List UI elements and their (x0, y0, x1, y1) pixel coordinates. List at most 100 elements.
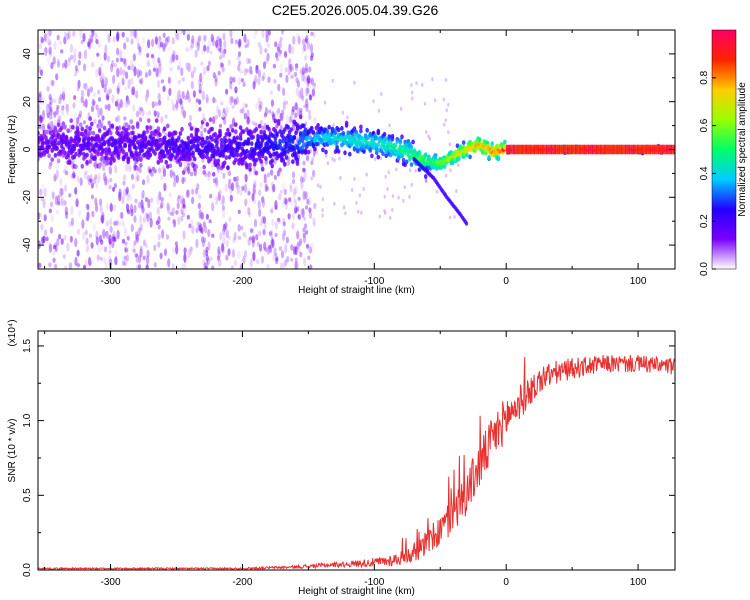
snr-x-tick-label: 100 (630, 577, 647, 588)
spectrogram-noise-blob (303, 257, 307, 267)
spectrogram-noise-blob (305, 103, 309, 112)
spectrogram-noise-blob (108, 238, 112, 246)
spectrogram-noise-blob (82, 264, 87, 269)
spectrogram-noise-blob (50, 61, 54, 70)
spectrogram-noise-blob (386, 187, 389, 191)
spectrogram-ridge-blob (109, 160, 113, 166)
spectrogram-ridge-core (524, 144, 526, 155)
spectrogram-noise-blob (289, 185, 293, 192)
spectrogram-noise-blob (256, 241, 260, 247)
spectrogram-noise-blob (306, 155, 310, 162)
spectrogram-noise-blob (182, 212, 186, 217)
spectrogram-ridge-blob (93, 156, 97, 162)
spectrogram-noise-blob (299, 251, 303, 258)
spectrogram-ridge-blob (77, 136, 81, 142)
spectrogram-noise-blob (83, 49, 88, 60)
snr-y-tick-label: 1.5 (22, 339, 33, 353)
spectrogram-noise-blob (167, 76, 171, 84)
spectrogram-heatmap (38, 30, 675, 269)
spectrogram-noise-blob (360, 210, 363, 215)
spectrogram-noise-blob (46, 86, 50, 92)
spectrogram-noise-blob (48, 241, 52, 251)
spectrogram-noise-blob (86, 88, 91, 98)
spectrogram-noise-blob (171, 52, 176, 61)
spectrogram-noise-blob (269, 229, 274, 239)
spectrogram-ridge-core (540, 144, 542, 155)
spectrogram-noise-blob (125, 71, 129, 80)
spectrogram-noise-blob (146, 60, 150, 68)
spectrogram-noise-blob (414, 168, 417, 173)
spectrogram-noise-blob (217, 249, 221, 259)
spectrogram-noise-blob (97, 172, 101, 182)
spectrogram-noise-blob (214, 75, 218, 83)
spectrogram-noise-blob (264, 48, 268, 53)
spectrogram-noise-blob (85, 203, 89, 209)
spectrogram-noise-blob (276, 43, 280, 49)
spectrogram-ridge-blob (153, 168, 157, 174)
spectrogram-ridge-core (553, 144, 555, 155)
spectrogram-noise-blob (253, 198, 257, 204)
spectrogram-ridge-core (586, 144, 588, 155)
spectrogram-ridge-blob (78, 122, 83, 128)
spectrogram-noise-blob (168, 87, 172, 96)
spectrogram-noise-blob (264, 106, 268, 116)
spectrogram-noise-blob (170, 54, 174, 64)
spectrogram-ridge-core (535, 144, 537, 155)
spectrogram-ridge-blob (48, 161, 53, 167)
spectrogram-noise-blob (391, 207, 394, 212)
spectrogram-noise-blob (296, 206, 300, 212)
spectrogram-noise-blob (53, 173, 57, 182)
spectrogram-noise-blob (90, 182, 94, 189)
spectrogram-noise-blob (284, 198, 288, 205)
spectrogram-ridge-blob (211, 152, 216, 158)
spectrogram-noise-blob (114, 164, 118, 174)
spectrogram-ridge-blob (75, 126, 80, 131)
colorbar-gradient (711, 29, 737, 270)
spectrogram-noise-blob (181, 176, 185, 185)
spectrogram-noise-blob (233, 98, 237, 104)
spectrogram-noise-blob (275, 257, 279, 265)
spectrogram-noise-blob (233, 176, 237, 182)
spectrogram-noise-blob (94, 197, 98, 206)
spectrogram-noise-blob (249, 228, 253, 233)
spectrogram-noise-blob (305, 86, 309, 97)
spectrogram-ridge-blob (66, 152, 70, 158)
spectrogram-noise-blob (199, 166, 203, 173)
spectrogram-ridge-blob (398, 138, 403, 144)
spectrogram-noise-blob (284, 203, 288, 211)
spectrogram-noise-blob (212, 97, 216, 103)
spectrogram-noise-blob (100, 215, 104, 223)
spectrogram-noise-blob (126, 235, 130, 241)
spectrogram-ridge-blob (75, 142, 80, 148)
spectrogram-noise-blob (277, 217, 281, 222)
spectrogram-ridge-blob (104, 147, 108, 153)
spectrogram-noise-blob (209, 256, 213, 262)
spectrogram-noise-blob (157, 92, 161, 102)
spectrogram-noise-blob (286, 114, 290, 124)
spectrogram-noise-blob (121, 219, 125, 227)
spectrogram-noise-blob (295, 87, 299, 97)
spectrogram-ridge-blob (333, 135, 338, 141)
spectrogram-noise-blob (294, 261, 298, 269)
spectrogram-noise-blob (244, 103, 248, 108)
spectrogram-ridge-core (532, 144, 534, 155)
spectrogram-ridge-blob (374, 135, 379, 141)
spectrogram-ridge-blob (80, 163, 85, 169)
spectrogram-noise-blob (281, 109, 285, 116)
spectrogram-noise-blob (301, 65, 305, 72)
spectrogram-ridge-blob (404, 159, 409, 165)
spectrogram-ridge-blob (180, 126, 184, 132)
spectrogram-ridge-blob (423, 174, 428, 179)
spectrogram-noise-blob (227, 181, 231, 190)
spectrogram-noise-blob (105, 93, 109, 101)
spectrogram-ridge-core (544, 144, 546, 155)
spectrogram-noise-blob (372, 99, 375, 104)
spectrogram-ridge-blob (284, 155, 289, 161)
spectrogram-ridge-core (648, 144, 650, 155)
spectrogram-ridge-blob (477, 137, 482, 143)
spectrogram-noise-blob (94, 174, 98, 180)
spectrogram-noise-blob (127, 65, 131, 71)
spectrogram-noise-blob (83, 172, 87, 180)
spectrogram-noise-blob (237, 76, 241, 86)
spectrogram-noise-blob (292, 35, 296, 45)
